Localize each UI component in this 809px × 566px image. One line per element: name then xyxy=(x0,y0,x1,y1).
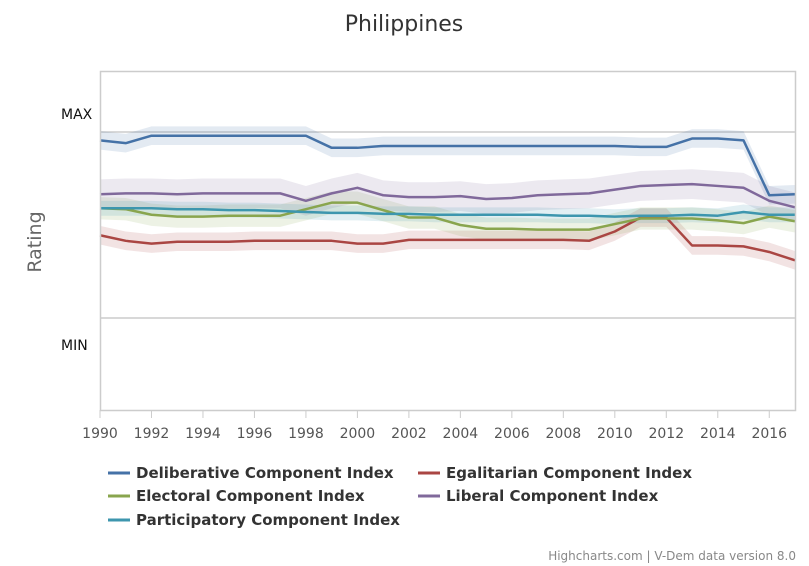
series-lines xyxy=(99,134,796,262)
y-category-min: MIN xyxy=(61,338,88,354)
x-tick-label: 2008 xyxy=(546,426,582,442)
x-tick-label: 1996 xyxy=(237,426,273,442)
x-tick-label: 2006 xyxy=(494,426,530,442)
legend-item-1[interactable]: Deliberative Component Index xyxy=(108,464,394,482)
y-category-max: MAX xyxy=(61,107,93,123)
series-line-4[interactable] xyxy=(99,182,796,209)
chart-title: Philippines xyxy=(345,12,464,37)
x-tick-label: 1994 xyxy=(185,426,221,442)
x-tick-label: 1990 xyxy=(82,426,118,442)
legend-item-4[interactable]: Liberal Component Index xyxy=(418,487,659,505)
legend-label: Egalitarian Component Index xyxy=(446,464,692,482)
series-line-2[interactable] xyxy=(99,216,796,262)
x-tick-label: 1992 xyxy=(134,426,170,442)
x-tick-label: 2002 xyxy=(391,426,427,442)
grid-lines xyxy=(100,131,795,319)
x-tick-label: 2012 xyxy=(648,426,684,442)
x-tick-label: 2010 xyxy=(597,426,633,442)
legend-label: Electoral Component Index xyxy=(136,487,365,505)
series-line-1[interactable] xyxy=(99,134,796,197)
credits-text[interactable]: Highcharts.com | V-Dem data version 8.0 xyxy=(548,549,796,563)
x-tick-label: 2004 xyxy=(443,426,479,442)
x-tick-label: 2000 xyxy=(340,426,376,442)
y-axis-label: Rating xyxy=(24,211,46,272)
series-line-5[interactable] xyxy=(100,207,795,218)
legend-label: Liberal Component Index xyxy=(446,487,659,505)
legend-item-2[interactable]: Egalitarian Component Index xyxy=(418,464,692,482)
x-tick-label: 2014 xyxy=(700,426,736,442)
x-tick-label: 1998 xyxy=(288,426,324,442)
legend-label: Deliberative Component Index xyxy=(136,464,394,482)
confidence-bands xyxy=(100,126,795,270)
plot-area-border xyxy=(99,70,797,412)
band-5 xyxy=(100,200,795,225)
x-axis-ticks: 1990 1992 1994 1996 1998 2000 2002 2004 2006 2008… xyxy=(82,410,787,442)
x-tick-label: 2016 xyxy=(751,426,787,442)
series-line-3[interactable] xyxy=(99,201,796,231)
legend-item-3[interactable]: Electoral Component Index xyxy=(108,487,365,505)
legend-label: Participatory Component Index xyxy=(136,511,400,529)
legend-item-5[interactable]: Participatory Component Index xyxy=(108,511,400,529)
legend: Deliberative Component Index Egalitarian … xyxy=(108,464,692,529)
